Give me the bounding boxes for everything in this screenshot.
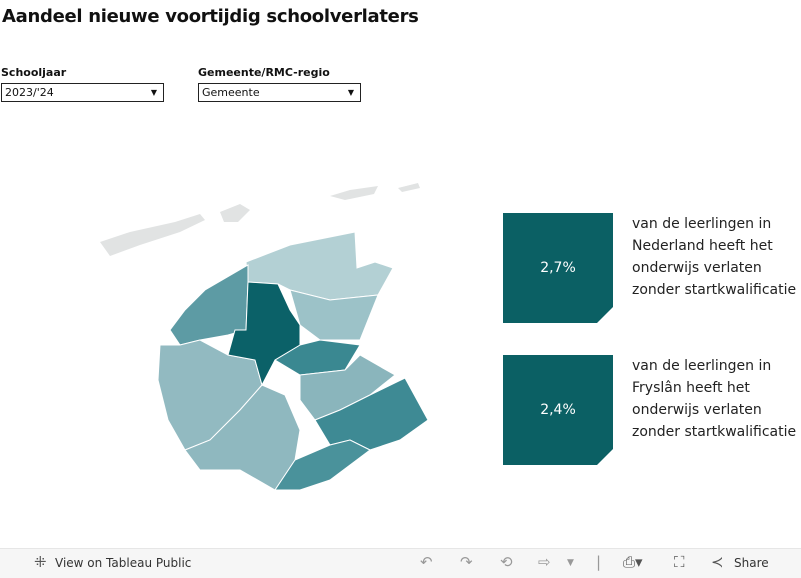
wadden-islands: [100, 183, 420, 256]
revert-icon[interactable]: ⟲: [500, 553, 513, 571]
schooljaar-label: Schooljaar: [1, 66, 67, 79]
kpi-nederland-text: van de leerlingen in Nederland heeft het…: [632, 216, 797, 298]
regio-label: Gemeente/RMC-regio: [198, 66, 330, 79]
page-title: Aandeel nieuwe voortijdig schoolverlater…: [2, 6, 419, 27]
download-icon[interactable]: ⎙▾: [623, 553, 643, 571]
kpi-nederland-value: 2,7%: [540, 260, 576, 276]
share-icon: ≺: [711, 553, 724, 571]
regio-select[interactable]: Gemeente ▼: [198, 83, 361, 102]
undo-icon[interactable]: ↶: [420, 553, 433, 571]
dropdown-arrow-icon: ▼: [347, 88, 354, 97]
tableau-toolbar: ⁜ View on Tableau Public ↶ ↷ ⟲ ⇨ ▼ | ⎙▾ …: [0, 548, 801, 578]
region-south-bottom: [274, 439, 371, 491]
regio-value: Gemeente: [202, 86, 260, 99]
friesland-map[interactable]: [0, 0, 801, 545]
schooljaar-select[interactable]: 2023/'24 ▼: [1, 83, 164, 102]
kpi-fryslan-card: 2,4%: [503, 355, 613, 465]
fullscreen-icon[interactable]: ⛶: [674, 553, 685, 571]
share-button[interactable]: Share: [734, 556, 769, 570]
chevron-down-icon[interactable]: ▼: [567, 558, 574, 568]
redo-icon[interactable]: ↷: [460, 553, 473, 571]
schooljaar-value: 2023/'24: [5, 86, 54, 99]
divider: |: [596, 553, 602, 571]
region-south: [184, 384, 301, 491]
region-center-highest: [227, 281, 301, 387]
view-on-tableau-link[interactable]: View on Tableau Public: [55, 556, 192, 570]
dropdown-arrow-icon: ▼: [150, 88, 157, 97]
refresh-icon[interactable]: ⇨: [538, 553, 551, 571]
kpi-fryslan-value: 2,4%: [540, 402, 576, 418]
tableau-logo-icon: ⁜: [34, 553, 47, 571]
kpi-nederland-card: 2,7%: [503, 213, 613, 323]
kpi-fryslan-text: van de leerlingen in Fryslân heeft het o…: [632, 358, 797, 440]
